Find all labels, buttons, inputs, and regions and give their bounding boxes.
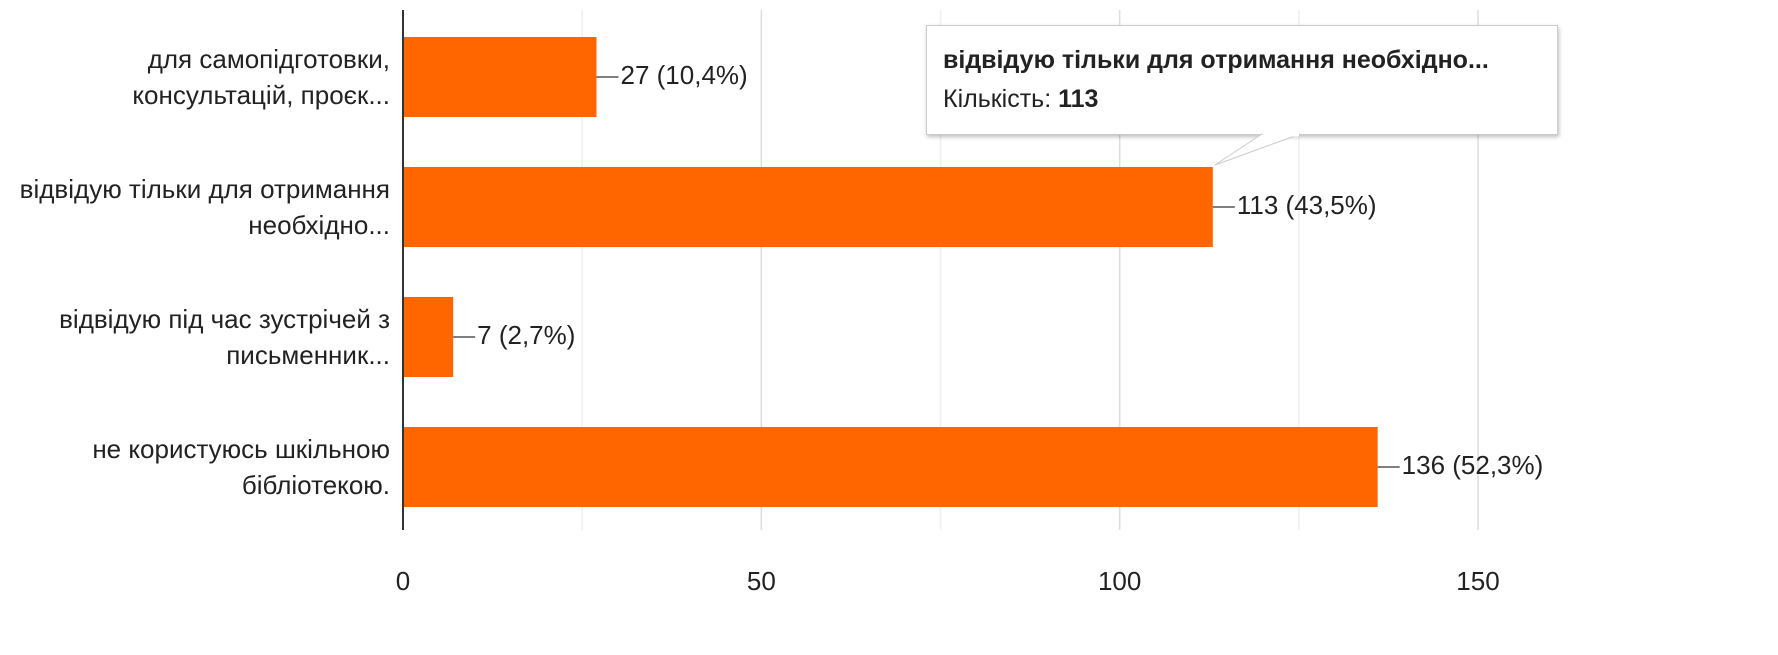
- bar: [403, 297, 454, 377]
- x-tick-label: 0: [396, 566, 410, 596]
- y-tick-label: не користуюсь шкільною бібліотекою.: [92, 434, 390, 500]
- bar: [403, 37, 597, 117]
- tooltip-title: відвідую тільки для отримання необхідно.…: [943, 46, 1489, 74]
- tooltip-label: Кількість:: [943, 85, 1052, 113]
- value-label: 27 (10,4%): [621, 60, 748, 90]
- value-label: 113 (43,5%): [1237, 190, 1377, 220]
- y-tick-label: для самопідготовки, консультацій, проєк.…: [132, 44, 390, 110]
- y-tick-label: відвідую тільки для отримання необхідно.…: [19, 174, 390, 240]
- bar: [403, 167, 1213, 247]
- tooltip: відвідую тільки для отримання необхідно.…: [926, 25, 1558, 135]
- x-tick-label: 50: [747, 566, 776, 596]
- bar: [403, 427, 1378, 507]
- value-label: 7 (2,7%): [477, 320, 575, 350]
- y-tick-label: відвідую під час зустрічей з письменник.…: [59, 304, 390, 370]
- tooltip-body: Кількість: 113: [943, 85, 1541, 114]
- x-tick-label: 100: [1098, 566, 1141, 596]
- value-label: 136 (52,3%): [1402, 450, 1544, 480]
- tooltip-value: 113: [1058, 85, 1099, 113]
- x-tick-label: 150: [1456, 566, 1499, 596]
